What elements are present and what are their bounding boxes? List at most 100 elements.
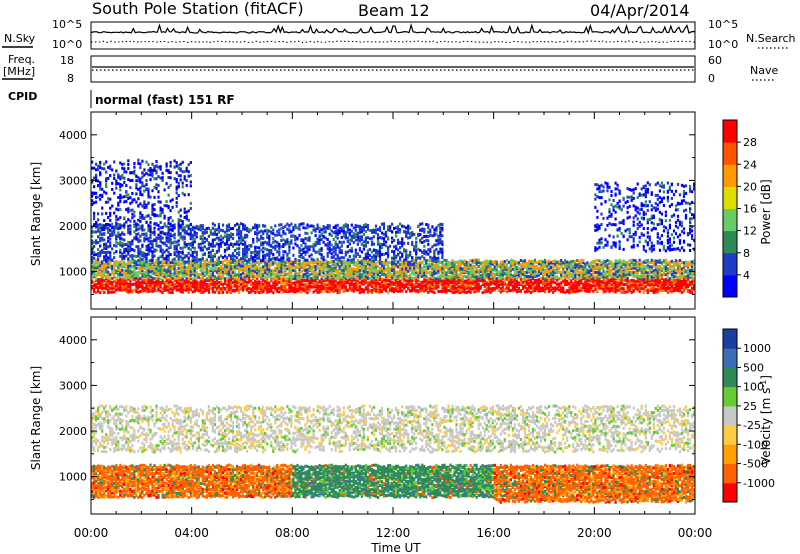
power-cell [290,274,293,278]
power-cell [387,285,390,289]
power-cell [262,282,265,286]
power-cell [684,280,688,284]
power-cell [338,265,341,268]
power-cell [195,285,198,289]
power-cell [159,273,162,277]
power-cell [177,261,180,264]
power-cell [602,284,605,288]
power-cell [352,286,355,290]
power-cell [618,289,621,292]
power-cell [636,262,639,266]
power-cell [280,264,283,267]
power-cell [159,269,162,273]
power-cell [242,254,245,258]
power-cell [485,264,488,268]
power-cell [368,268,371,272]
power-cell [240,241,243,245]
power-cell [229,264,233,268]
power-cell [515,265,518,269]
power-cell [141,264,144,268]
power-cell [676,277,680,281]
power-cell [612,272,615,276]
power-cell [513,272,516,276]
power-cell [658,289,661,293]
power-cell [529,261,533,265]
power-cell [459,278,462,281]
power-cell [211,263,214,267]
power-cell [658,281,661,285]
power-cell [260,277,263,280]
power-cell [538,278,541,282]
power-cell [91,245,94,249]
power-cell [389,261,392,265]
power-cell [135,263,138,266]
power-cell [217,281,220,285]
power-cell [149,249,152,253]
power-cell [691,286,694,290]
power-cell [141,267,144,271]
power-cell [127,261,130,265]
power-cell [207,247,210,250]
power-cell [155,239,158,243]
power-cell [141,289,144,293]
power-cell [640,278,643,282]
power-cell [99,233,102,236]
power-cell [109,290,112,294]
power-cell [515,273,518,277]
power-cell [403,271,406,275]
power-cell [634,274,637,278]
power-cell [346,274,349,278]
power-cell [590,284,593,288]
power-cell [203,287,206,291]
power-cell [542,286,545,290]
power-cell [580,264,583,268]
power-cell [469,272,472,275]
power-cell [157,236,160,240]
power-cell [608,260,611,263]
power-cell [403,279,406,283]
power-cell [240,286,243,290]
power-cell [350,276,353,280]
power-cell [240,222,243,226]
power-cell [352,260,355,264]
power-cell [642,265,645,269]
power-cell [640,270,643,274]
power-cell [238,290,241,294]
power-cell [676,262,680,266]
power-cell [650,258,653,262]
power-cell [165,281,168,285]
power-cell [97,258,100,261]
power-cell [634,259,637,263]
power-cell [227,263,231,267]
power-cell [123,270,126,274]
power-cell [630,258,633,262]
power-cell [517,261,520,265]
power-cell [493,286,496,290]
power-cell [433,285,436,288]
power-cell [129,261,132,265]
power-cell [542,289,545,293]
power-cell [564,275,567,279]
power-cell [151,269,154,273]
power-cell [602,290,605,294]
power-cell [527,264,531,268]
power-cell [143,232,146,236]
power-cell [378,275,382,278]
power-cell [290,265,293,269]
power-cell [278,290,281,294]
power-cell [435,265,438,269]
power-cell [268,267,271,271]
power-cell [103,232,106,236]
power-cell [668,266,671,269]
power-cell [517,275,520,279]
power-cell [326,281,329,285]
power-cell [533,267,537,270]
power-cell [123,264,126,268]
power-cell [219,228,223,232]
power-cell [612,265,615,269]
power-cell [137,240,140,244]
power-cell [399,279,402,283]
power-cell [338,275,341,279]
power-cell [672,263,676,267]
power-cell [225,258,229,262]
